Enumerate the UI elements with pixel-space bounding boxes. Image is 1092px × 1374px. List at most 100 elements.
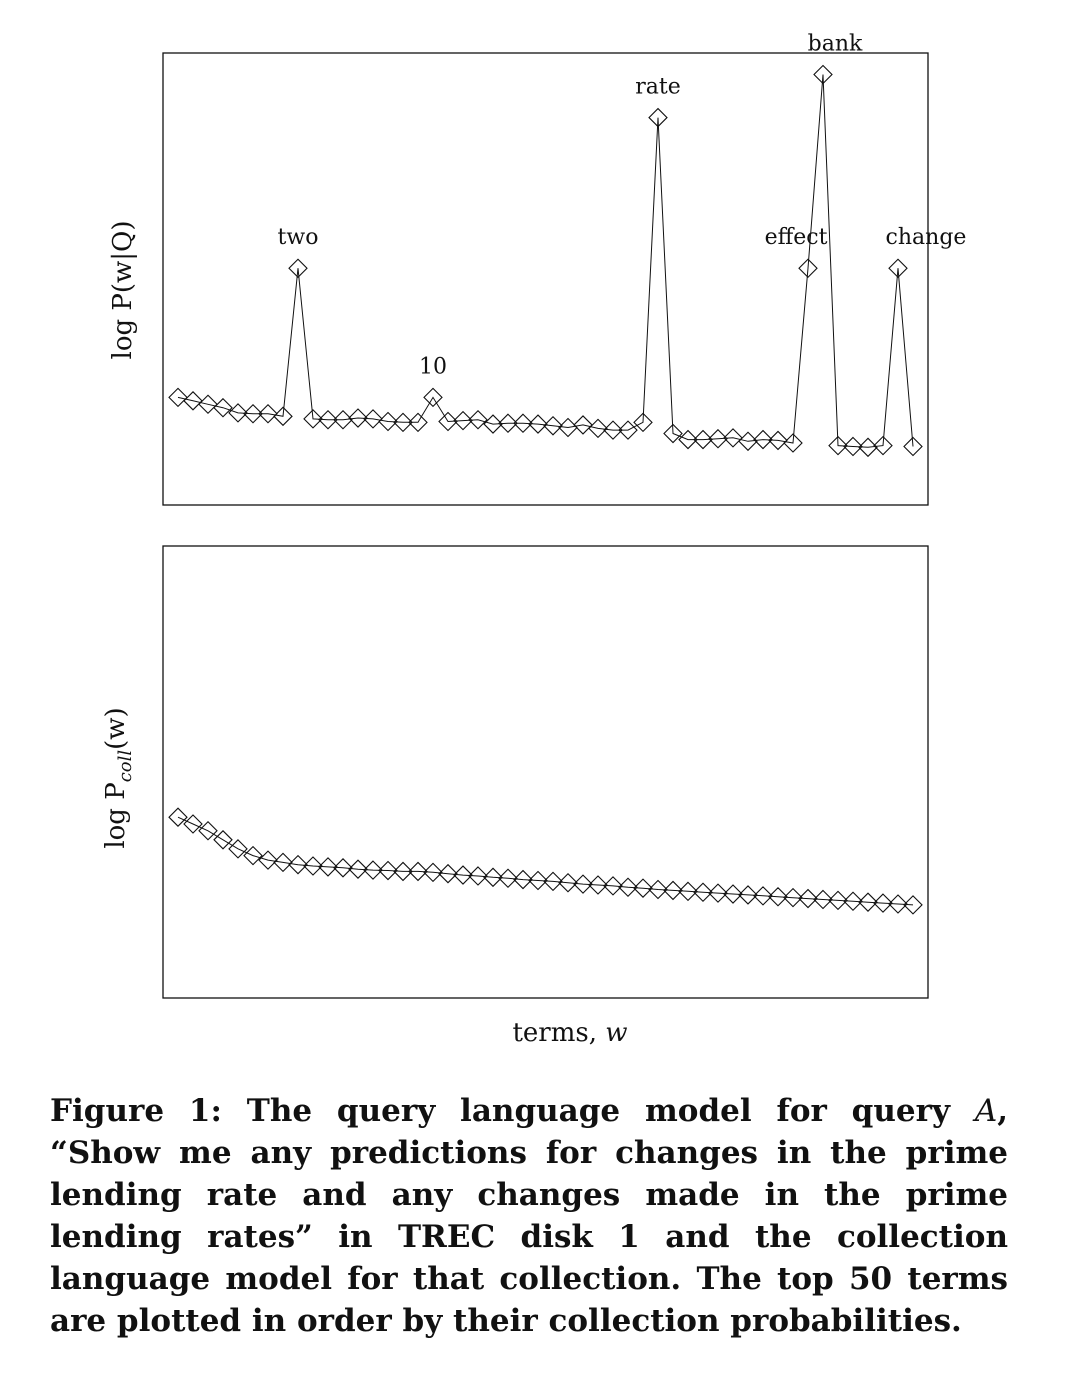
data-point-marker xyxy=(798,888,818,909)
data-point-marker xyxy=(693,429,713,450)
query-model-markers xyxy=(168,64,923,458)
data-point-marker xyxy=(603,876,623,896)
data-point-marker xyxy=(378,860,398,881)
data-point-marker xyxy=(453,410,473,431)
data-point-marker xyxy=(603,420,623,440)
data-point-marker xyxy=(813,64,833,85)
data-point-marker xyxy=(348,859,368,879)
data-point-marker xyxy=(453,865,473,885)
data-point-marker xyxy=(663,880,683,901)
data-point-marker xyxy=(513,413,533,433)
data-point-marker xyxy=(888,894,908,914)
data-point-marker xyxy=(738,431,758,452)
data-point-marker xyxy=(213,397,233,418)
data-point-marker xyxy=(258,403,278,424)
data-point-marker xyxy=(438,411,458,432)
data-point-marker xyxy=(648,879,668,900)
data-point-marker xyxy=(588,875,608,895)
data-point-marker xyxy=(273,852,293,873)
data-point-marker xyxy=(438,863,458,884)
point-annotation-change: change xyxy=(886,225,967,250)
data-point-marker xyxy=(858,437,878,458)
data-point-marker xyxy=(318,409,338,430)
data-point-marker xyxy=(753,886,773,906)
data-point-marker xyxy=(498,413,518,433)
data-point-marker xyxy=(708,883,728,903)
x-axis-label: terms, w xyxy=(512,1018,627,1048)
data-point-marker xyxy=(213,830,233,850)
query-model-annotations: two 10 rate effect bank change xyxy=(278,32,967,380)
data-point-marker xyxy=(843,436,863,457)
data-point-marker xyxy=(198,394,218,415)
point-annotation-two: two xyxy=(278,225,319,250)
data-point-marker xyxy=(873,893,893,913)
data-point-marker xyxy=(723,428,743,448)
data-point-marker xyxy=(333,409,353,430)
data-point-marker xyxy=(618,420,638,440)
data-point-marker xyxy=(363,860,383,880)
data-point-marker xyxy=(498,868,518,888)
x-axis-label-text: terms, xyxy=(512,1018,605,1048)
data-point-marker xyxy=(678,429,698,450)
plot-frame-bottom xyxy=(162,545,929,999)
data-point-marker xyxy=(243,403,263,424)
data-point-marker xyxy=(678,881,698,902)
data-point-marker xyxy=(843,891,863,912)
data-point-marker xyxy=(303,409,323,429)
y-axis-label-argument: (w) xyxy=(101,707,131,750)
data-point-marker xyxy=(168,387,188,408)
data-point-marker xyxy=(903,436,923,457)
data-point-marker xyxy=(573,874,593,894)
collection-model-markers xyxy=(168,807,923,915)
y-axis-label-top: log P(w|Q) xyxy=(108,221,138,360)
data-point-marker xyxy=(783,887,803,908)
data-point-marker xyxy=(393,412,413,433)
data-point-marker xyxy=(753,429,773,450)
data-point-marker xyxy=(468,866,488,886)
data-point-marker xyxy=(228,403,248,423)
data-point-marker xyxy=(483,414,503,434)
data-point-marker xyxy=(633,878,653,898)
data-point-marker xyxy=(858,892,878,912)
data-point-marker xyxy=(828,890,848,911)
data-point-marker xyxy=(783,433,803,453)
data-point-marker xyxy=(828,435,848,456)
data-point-marker xyxy=(288,258,308,279)
data-point-marker xyxy=(483,867,503,888)
data-point-marker xyxy=(423,387,443,408)
data-point-marker xyxy=(648,107,668,128)
point-annotation-10: 10 xyxy=(419,354,447,379)
data-point-marker xyxy=(423,862,443,883)
data-point-marker xyxy=(768,886,788,907)
data-point-marker xyxy=(558,872,578,893)
data-point-marker xyxy=(693,882,713,903)
data-point-marker xyxy=(408,412,428,433)
plot-frame-top xyxy=(162,52,929,506)
data-point-marker xyxy=(738,885,758,905)
point-annotation-bank: bank xyxy=(808,32,863,57)
x-axis-label-variable: w xyxy=(605,1018,627,1048)
data-point-marker xyxy=(573,415,593,435)
data-point-marker xyxy=(288,854,308,875)
data-point-marker xyxy=(393,861,413,882)
data-point-marker xyxy=(333,858,353,878)
data-point-marker xyxy=(903,895,923,915)
data-point-marker xyxy=(543,416,563,436)
data-point-marker xyxy=(798,258,818,279)
data-point-marker xyxy=(408,861,428,882)
caption-prefix: Figure 1: The query language model for q… xyxy=(50,1093,975,1129)
data-point-marker xyxy=(708,428,728,449)
point-annotation-effect: effect xyxy=(765,225,828,250)
caption-text: , “Show me any predictions for changes i… xyxy=(50,1093,1008,1339)
data-point-marker xyxy=(768,430,788,451)
data-point-marker xyxy=(183,391,203,411)
data-point-marker xyxy=(183,814,203,834)
figure: two 10 rate effect bank change log P(w|Q) log… xyxy=(101,32,966,1049)
data-point-marker xyxy=(813,889,833,910)
y-axis-label-main: log P xyxy=(101,782,131,848)
data-point-marker xyxy=(258,850,278,870)
data-point-marker xyxy=(168,807,188,827)
collection-model-series-line xyxy=(177,816,914,906)
y-axis-label-subscript: coll xyxy=(115,750,136,783)
query-model-panel: two 10 rate effect bank change log P(w|Q) xyxy=(108,32,966,506)
